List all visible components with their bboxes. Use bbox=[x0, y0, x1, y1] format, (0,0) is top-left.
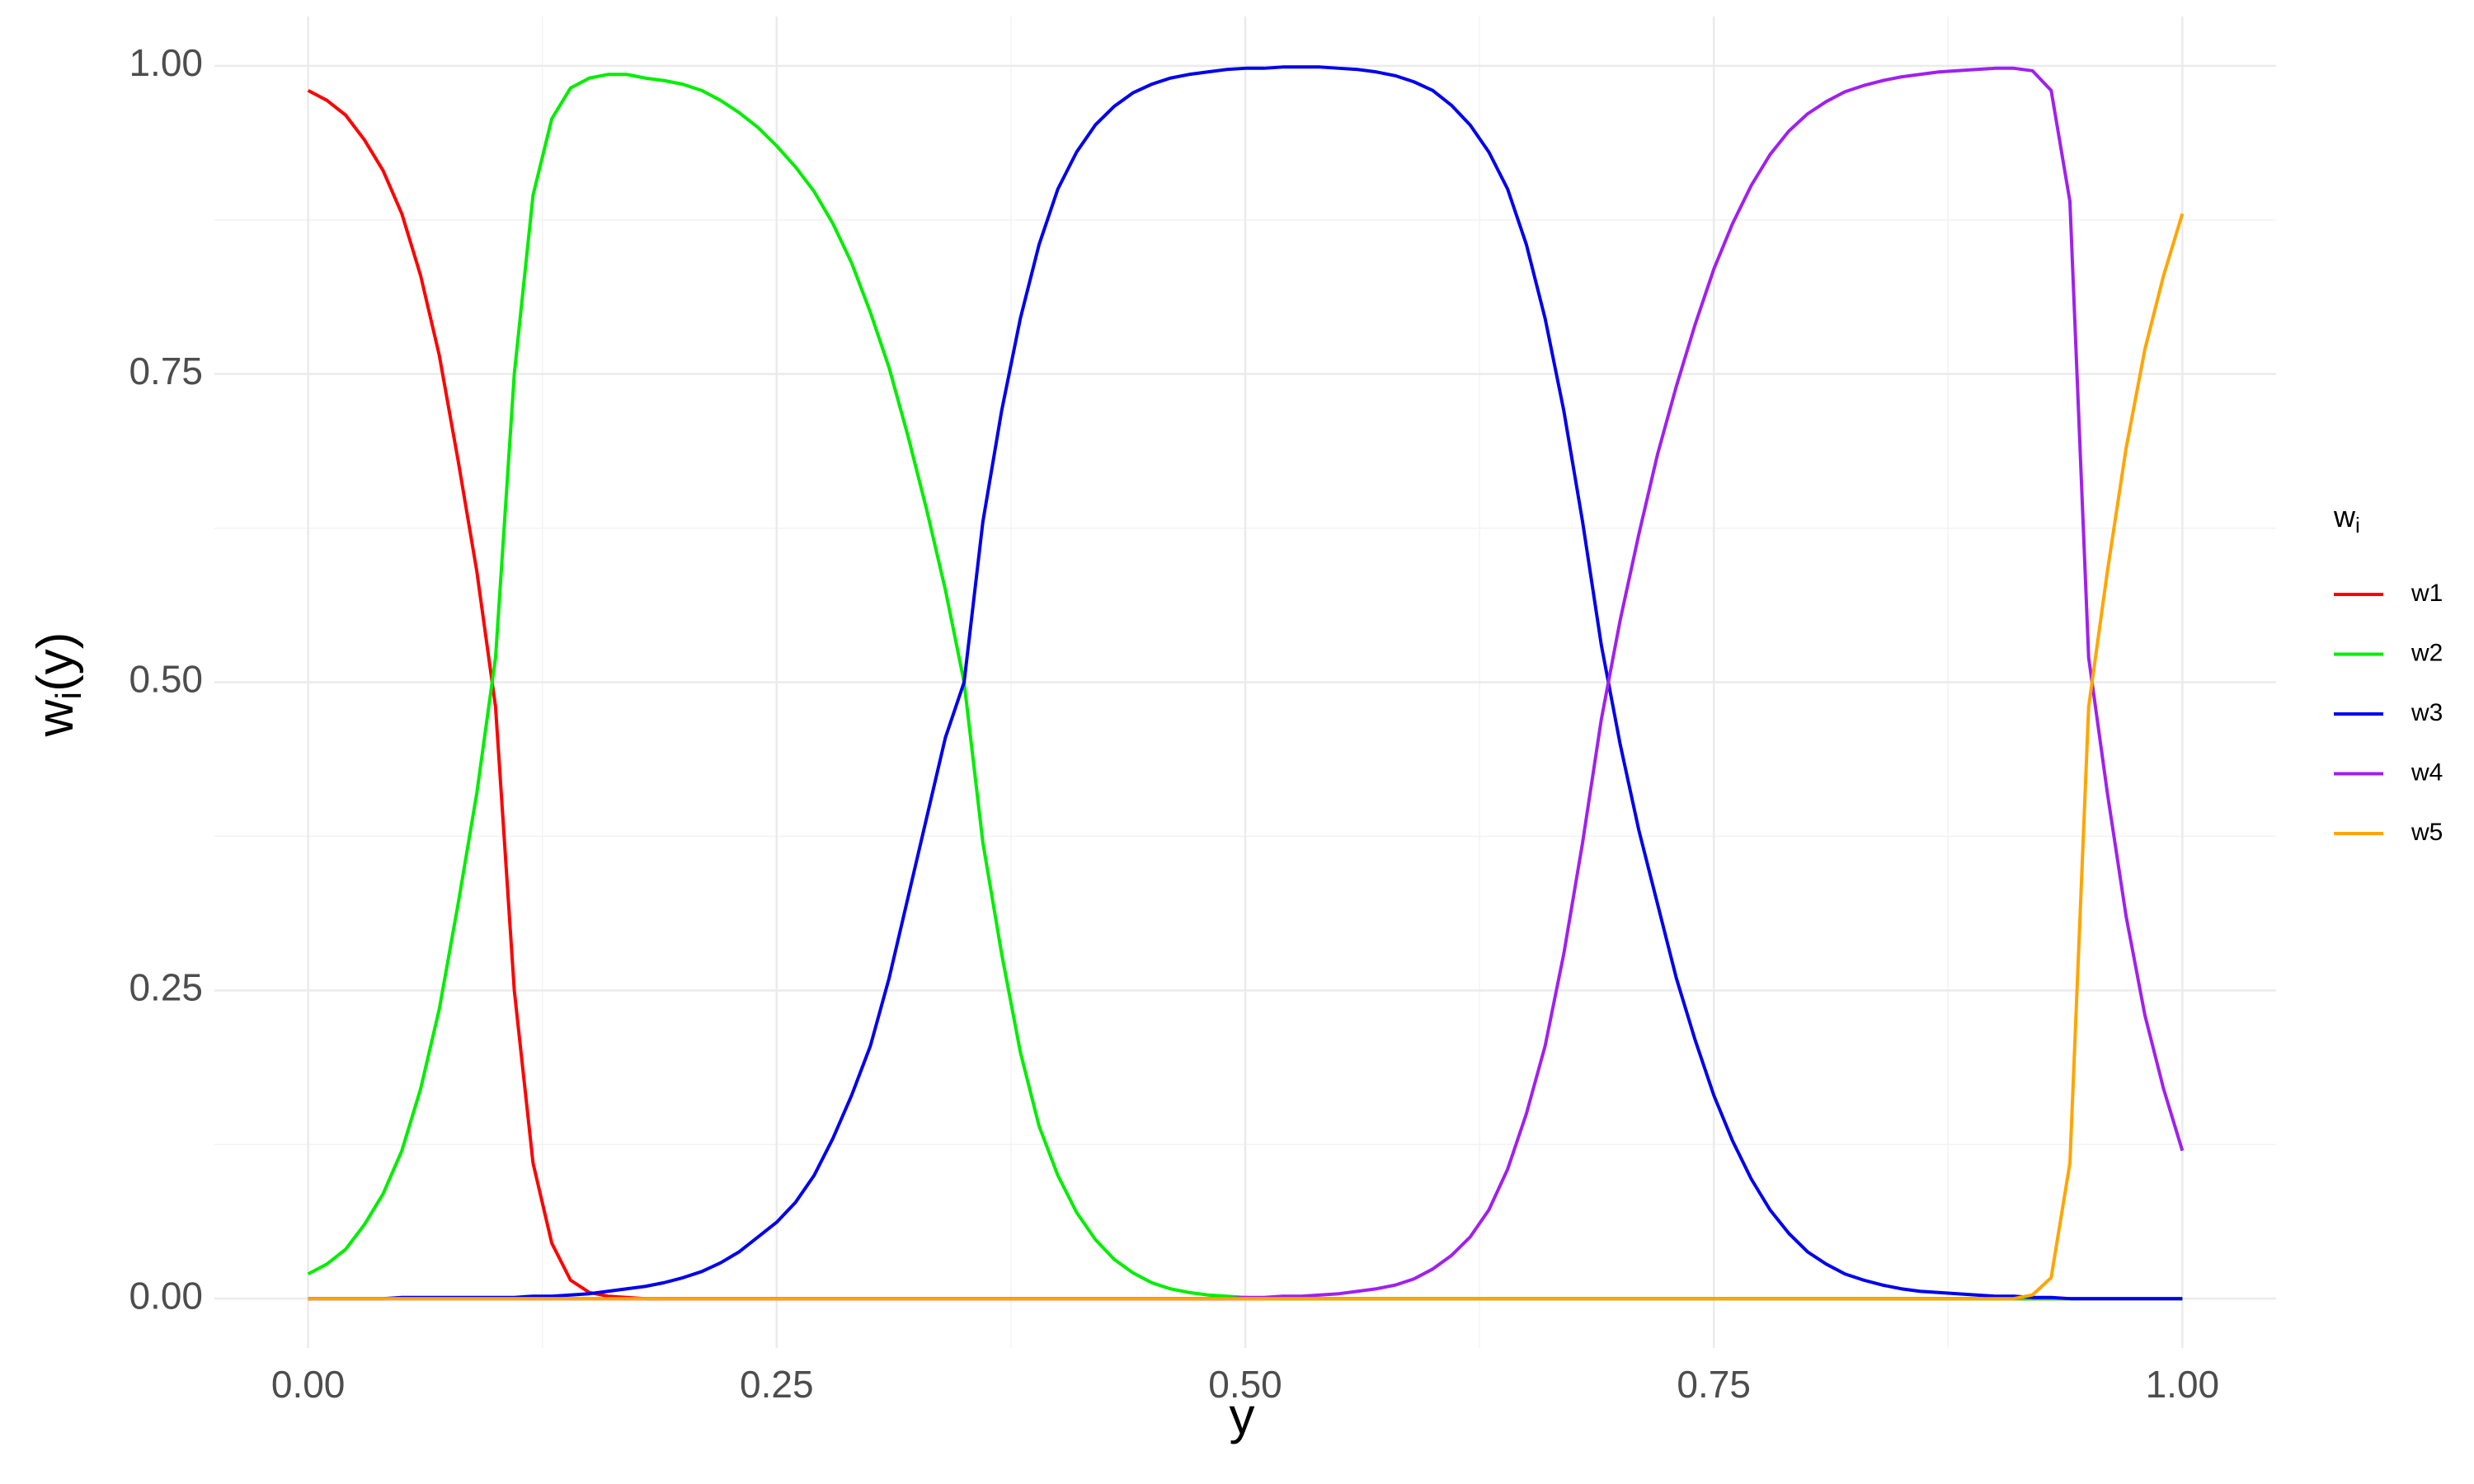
x-tick-label: 0.75 bbox=[1677, 1363, 1751, 1406]
x-tick-label: 0.25 bbox=[740, 1363, 814, 1406]
y-axis-label: wi(y) bbox=[27, 632, 88, 738]
legend-label: w4 bbox=[2411, 758, 2443, 786]
grid bbox=[214, 16, 2276, 1348]
x-tick-label: 0.50 bbox=[1208, 1363, 1282, 1406]
y-label-main: w bbox=[27, 699, 84, 737]
legend-label: w3 bbox=[2411, 699, 2443, 726]
legend-label: w5 bbox=[2411, 819, 2443, 846]
x-tick-label: 0.00 bbox=[271, 1363, 346, 1406]
y-label-suffix: (y) bbox=[27, 632, 84, 692]
legend-title-main: w bbox=[2333, 500, 2356, 533]
y-tick-label: 1.00 bbox=[129, 41, 203, 84]
legend-title-subscript: i bbox=[2355, 513, 2360, 538]
y-tick-label: 0.50 bbox=[129, 658, 203, 701]
series-line bbox=[308, 65, 2183, 1301]
legend-label: w1 bbox=[2411, 580, 2443, 607]
x-axis-label: y bbox=[1230, 1388, 1255, 1444]
axes: 0.00 0.25 0.50 0.75 1.00 0.00 0.25 0.50 0.75 1.00 bbox=[129, 41, 2219, 1406]
series-line bbox=[308, 213, 2185, 1301]
y-label-subscript: i bbox=[49, 692, 89, 700]
legend-label: w2 bbox=[2411, 639, 2443, 666]
y-tick-label: 0.00 bbox=[129, 1274, 203, 1317]
y-tick-label: 0.25 bbox=[129, 965, 203, 1008]
legend-title: wi bbox=[2333, 500, 2360, 538]
lines bbox=[307, 65, 2185, 1301]
x-tick-label: 1.00 bbox=[2146, 1363, 2220, 1406]
legend: wi w1 w2 w3 w4 w5 bbox=[2333, 500, 2443, 846]
y-tick-label: 0.75 bbox=[129, 350, 203, 392]
